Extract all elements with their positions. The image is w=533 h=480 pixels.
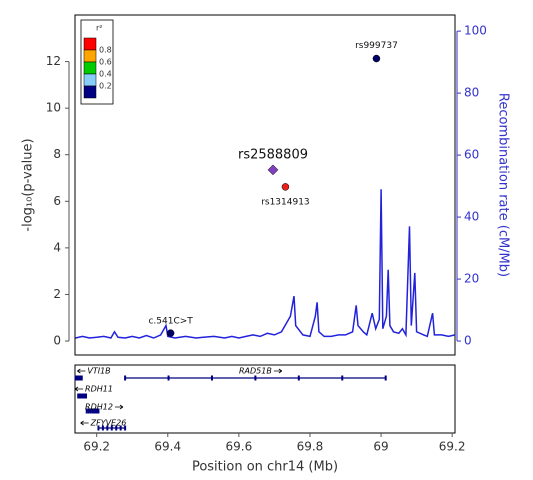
strand-arrow — [77, 368, 86, 374]
gene-exon — [115, 425, 118, 431]
x-tick-label: 69.6 — [226, 440, 253, 454]
gene-label: ZFYVE26 — [90, 419, 127, 428]
y2-tick-label: 100 — [464, 24, 487, 38]
snp-label: rs999737 — [355, 41, 398, 51]
snp-point — [281, 183, 290, 191]
gene-frame — [74, 364, 456, 434]
x-tick-label: 69 — [373, 440, 388, 454]
gene-exon — [81, 393, 84, 399]
gene-exon — [91, 408, 94, 414]
legend-swatch — [83, 37, 97, 51]
legend-title: r² — [96, 24, 103, 33]
gene-exon — [76, 375, 79, 381]
gene-exon — [80, 375, 83, 381]
gene-label: RDH11 — [85, 385, 113, 394]
y-tick-label: 10 — [46, 101, 61, 115]
gene-exon — [210, 375, 213, 381]
legend-tick-label: 0.2 — [99, 82, 112, 91]
recombination-line — [75, 189, 456, 339]
legend-tick-label: 0.8 — [99, 46, 112, 55]
strand-arrow — [74, 386, 84, 392]
gene-exon — [124, 425, 127, 431]
gene-exon — [87, 408, 90, 414]
gene-exon — [341, 375, 344, 381]
gene-exon — [110, 425, 113, 431]
gene-exon — [97, 425, 100, 431]
index-snp — [267, 164, 279, 176]
y-tick-label: 6 — [53, 194, 61, 208]
y-tick-label: 8 — [53, 147, 61, 161]
strand-arrow — [273, 368, 283, 374]
snp-label: c.541C>T — [148, 317, 193, 327]
y2-tick-label: 0 — [464, 334, 472, 348]
y2-tick-label: 20 — [464, 272, 479, 286]
y-axis-label: -log₁₀(p-value) — [21, 138, 36, 231]
strand-arrow — [80, 420, 89, 426]
x-tick-label: 69.4 — [154, 440, 181, 454]
gene-exon — [95, 408, 98, 414]
y2-tick-label: 80 — [464, 86, 479, 100]
y-tick-label: 0 — [53, 334, 61, 348]
gene-exon — [79, 375, 82, 381]
y-tick-label: 12 — [46, 54, 61, 68]
snp-point — [372, 54, 381, 63]
y2-axis-label: Recombination rate (cM/Mb) — [496, 93, 511, 277]
legend-swatch — [83, 61, 97, 75]
legend-tick-label: 0.4 — [99, 70, 112, 79]
gene-exon — [101, 425, 104, 431]
legend-swatch — [83, 49, 97, 63]
legend-swatch — [83, 73, 97, 87]
legend-swatch — [83, 85, 97, 99]
plot-frame — [74, 14, 456, 356]
gene-exon — [83, 393, 86, 399]
gene-exon — [82, 393, 85, 399]
x-tick-label: 69.8 — [297, 440, 324, 454]
legend-tick-label: 0.6 — [99, 58, 112, 67]
gene-exon — [78, 393, 81, 399]
gene-exon — [124, 375, 127, 381]
x-axis-label: Position on chr14 (Mb) — [192, 460, 338, 475]
y2-tick-label: 40 — [464, 210, 479, 224]
snp-label: rs2588809 — [238, 147, 308, 162]
gene-exon — [85, 408, 88, 414]
gene-exon — [384, 375, 387, 381]
gene-exon — [77, 375, 80, 381]
x-tick-label: 69.2 — [83, 440, 110, 454]
strand-arrow — [114, 404, 124, 410]
gene-label: RAD51B — [239, 367, 272, 376]
gene-exon — [119, 425, 122, 431]
snp-point — [166, 329, 175, 337]
gene-exon — [74, 375, 77, 381]
gene-exon — [167, 375, 170, 381]
y-tick-label: 2 — [53, 287, 61, 301]
gene-exon — [106, 425, 109, 431]
gene-exon — [85, 393, 88, 399]
gene-exon — [93, 408, 96, 414]
gene-label: RDH12 — [85, 403, 113, 412]
gene-exon — [78, 375, 81, 381]
gene-exon — [97, 408, 100, 414]
gene-exon — [89, 408, 92, 414]
y-tick-label: 4 — [53, 240, 61, 254]
x-tick-label: 69.2 — [439, 440, 466, 454]
gene-exon — [79, 393, 82, 399]
snp-label: rs1314913 — [261, 197, 309, 207]
gene-exon — [297, 375, 300, 381]
gene-label: VTI1B — [87, 367, 110, 376]
y2-tick-label: 60 — [464, 148, 479, 162]
gene-exon — [254, 375, 257, 381]
gene-exon — [77, 393, 80, 399]
gene-exon — [75, 375, 78, 381]
